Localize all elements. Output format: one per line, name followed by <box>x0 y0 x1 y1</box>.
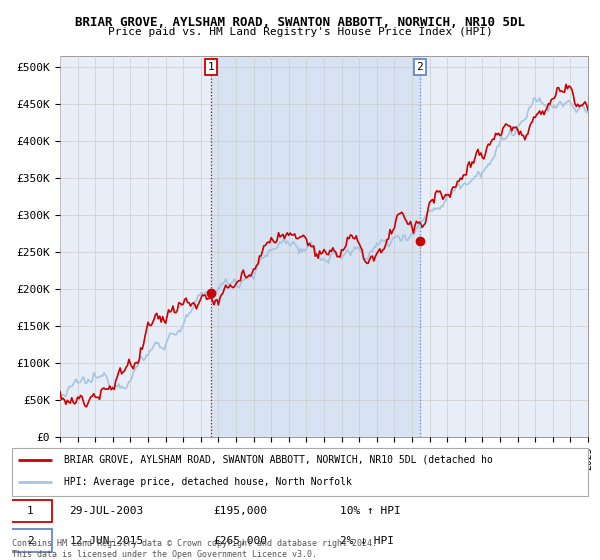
Text: Contains HM Land Registry data © Crown copyright and database right 2024.
This d: Contains HM Land Registry data © Crown c… <box>12 539 377 559</box>
Text: £265,000: £265,000 <box>214 535 268 545</box>
Text: 1: 1 <box>208 62 214 72</box>
Text: £195,000: £195,000 <box>214 506 268 516</box>
FancyBboxPatch shape <box>9 530 52 552</box>
Text: 10% ↑ HPI: 10% ↑ HPI <box>340 506 401 516</box>
Text: BRIAR GROVE, AYLSHAM ROAD, SWANTON ABBOTT, NORWICH, NR10 5DL (detached ho: BRIAR GROVE, AYLSHAM ROAD, SWANTON ABBOT… <box>64 455 493 465</box>
Text: 1: 1 <box>27 506 34 516</box>
Text: BRIAR GROVE, AYLSHAM ROAD, SWANTON ABBOTT, NORWICH, NR10 5DL: BRIAR GROVE, AYLSHAM ROAD, SWANTON ABBOT… <box>75 16 525 29</box>
Text: 29-JUL-2003: 29-JUL-2003 <box>70 506 144 516</box>
Text: 2: 2 <box>416 62 423 72</box>
Text: HPI: Average price, detached house, North Norfolk: HPI: Average price, detached house, Nort… <box>64 477 352 487</box>
Text: 2: 2 <box>27 535 34 545</box>
Text: 12-JUN-2015: 12-JUN-2015 <box>70 535 144 545</box>
Text: 2% ↓ HPI: 2% ↓ HPI <box>340 535 394 545</box>
FancyBboxPatch shape <box>12 448 588 496</box>
FancyBboxPatch shape <box>9 500 52 522</box>
Bar <box>211 56 420 437</box>
Text: Price paid vs. HM Land Registry's House Price Index (HPI): Price paid vs. HM Land Registry's House … <box>107 27 493 37</box>
